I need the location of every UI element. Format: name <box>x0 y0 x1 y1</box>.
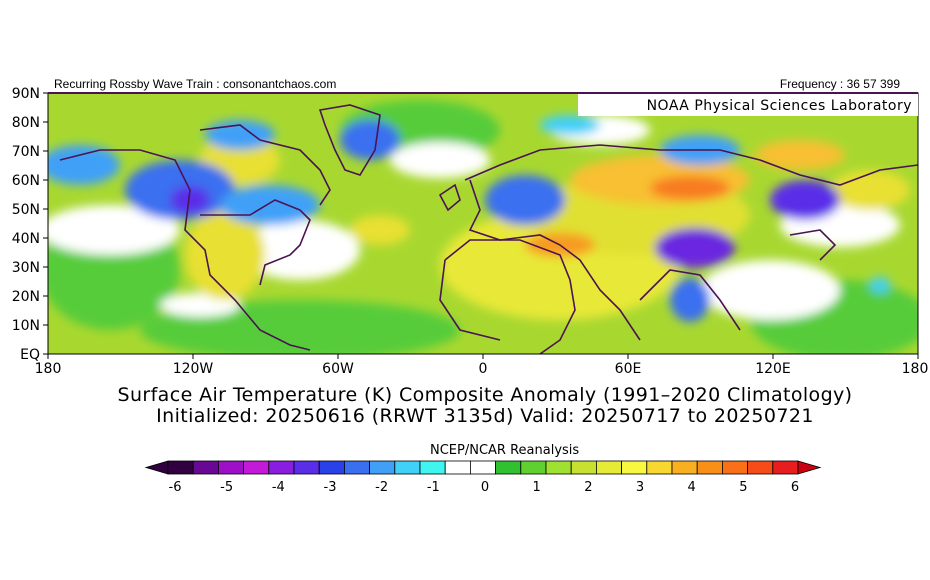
colorbar-swatch <box>696 460 723 475</box>
lab-label-box <box>578 94 918 116</box>
colorbar-swatch <box>772 460 799 475</box>
lon-label: 0 <box>479 361 488 377</box>
lon-label: 180 <box>35 361 62 377</box>
colorbar-label: 0 <box>481 480 489 495</box>
lat-label: EQ <box>20 347 40 363</box>
colorbar-swatch <box>747 460 774 475</box>
colorbar-graphic: -6 -5 -4 -3 -2 -1 0 1 2 3 4 5 6 <box>144 460 822 495</box>
colorbar-label: -1 <box>427 480 440 495</box>
colorbar-swatch <box>722 460 749 475</box>
latitude-axis: 90N 80N 70N 60N 50N 40N 30N 20N 10N EQ <box>12 86 40 363</box>
colorbar-swatch <box>419 460 446 475</box>
lon-label: 120E <box>755 361 791 377</box>
colorbar-swatch <box>444 460 471 475</box>
colorbar-swatch <box>343 460 370 475</box>
colorbar-swatch <box>192 460 219 475</box>
colorbar-label: 1 <box>533 480 541 495</box>
colorbar-swatch <box>520 460 547 475</box>
colorbar-swatch <box>469 460 496 475</box>
lon-label: 60E <box>615 361 642 377</box>
colorbar-swatch <box>268 460 295 475</box>
colorbar-label: -2 <box>375 480 388 495</box>
lat-label: 80N <box>12 115 40 131</box>
map-area: NOAA Physical Sciences Laboratory 90N 80… <box>12 86 929 377</box>
colorbar-title: NCEP/NCAR Reanalysis <box>430 443 580 458</box>
colorbar-swatch <box>495 460 522 475</box>
colorbar: -6 -5 -4 -3 -2 -1 0 1 2 3 4 5 6 <box>140 458 830 498</box>
colorbar-label: 5 <box>739 480 747 495</box>
colorbar-swatch <box>595 460 622 475</box>
colorbar-swatch <box>545 460 572 475</box>
anomaly-field <box>48 93 918 354</box>
colorbar-label: -3 <box>324 480 337 495</box>
colorbar-label: 3 <box>636 480 644 495</box>
lat-label: 50N <box>12 202 40 218</box>
map-title-line1: Surface Air Temperature (K) Composite An… <box>117 384 853 406</box>
coastlines <box>59 104 918 354</box>
lat-label: 70N <box>12 144 40 160</box>
colorbar-swatch <box>293 460 320 475</box>
colorbar-label: -5 <box>220 480 233 495</box>
lat-label: 20N <box>12 289 40 305</box>
colorbar-swatch <box>218 460 245 475</box>
header-right-frequency: Frequency : 36 57 399 <box>779 77 900 91</box>
lab-label: NOAA Physical Sciences Laboratory <box>647 98 912 114</box>
lat-label: 10N <box>12 318 40 334</box>
colorbar-arrow-left <box>144 460 169 475</box>
colorbar-swatch <box>243 460 270 475</box>
header-left-text: Recurring Rossby Wave Train : consonantc… <box>54 77 337 91</box>
lon-label: 180 <box>902 361 929 377</box>
colorbar-arrow-right <box>797 460 822 475</box>
anomaly-map: NOAA Physical Sciences Laboratory 90N 80… <box>12 86 929 377</box>
colorbar-label: 6 <box>791 480 799 495</box>
colorbar-swatch <box>621 460 648 475</box>
colorbar-label: 4 <box>688 480 696 495</box>
colorbar-label: -6 <box>169 480 182 495</box>
colorbar-label: -4 <box>272 480 285 495</box>
colorbar-swatch <box>369 460 396 475</box>
lat-label: 90N <box>12 86 40 102</box>
colorbar-swatch <box>167 460 194 475</box>
colorbar-swatch <box>646 460 673 475</box>
colorbar-swatch <box>318 460 345 475</box>
lat-label: 40N <box>12 231 40 247</box>
map-title-line2: Initialized: 20250616 (RRWT 3135d) Valid… <box>156 405 814 427</box>
colorbar-label: 2 <box>584 480 592 495</box>
colorbar-swatch <box>671 460 698 475</box>
lon-label: 120W <box>173 361 214 377</box>
lat-label: 30N <box>12 260 40 276</box>
colorbar-swatch <box>394 460 421 475</box>
lon-label: 60W <box>322 361 354 377</box>
lat-label: 60N <box>12 173 40 189</box>
colorbar-swatch <box>570 460 597 475</box>
longitude-axis: 180 120W 60W 0 60E 120E 180 <box>35 361 929 377</box>
